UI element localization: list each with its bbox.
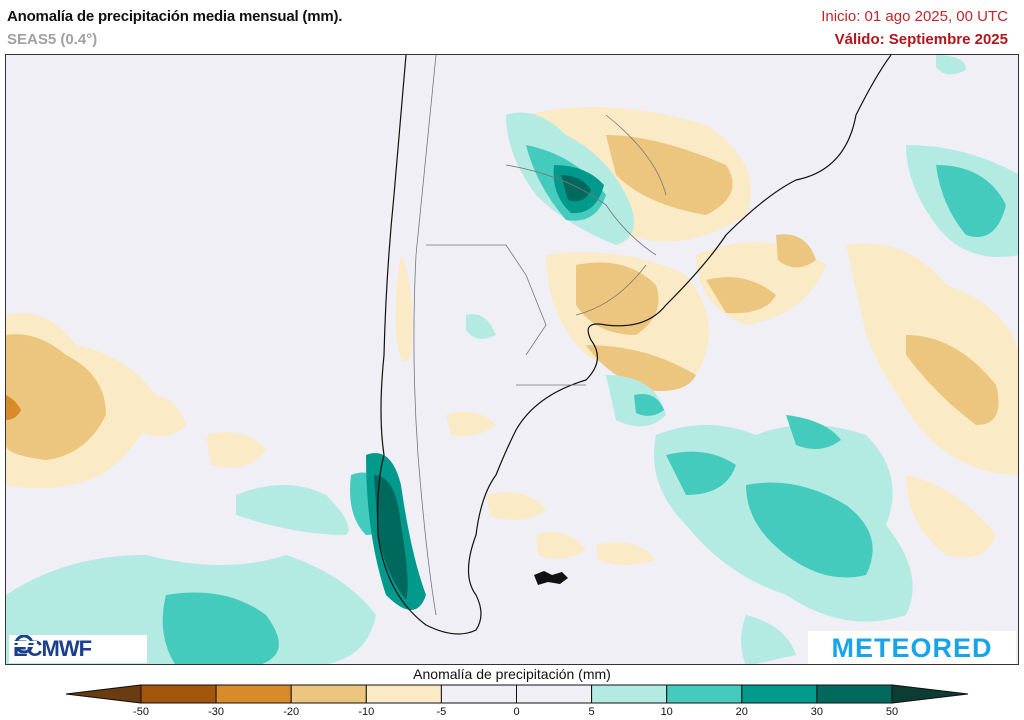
legend-tick-label: 10 (660, 706, 673, 718)
color-legend (65, 684, 969, 704)
ecmwf-waves-icon (11, 635, 37, 653)
legend-extend-high (891, 684, 969, 704)
country-borders (413, 55, 667, 616)
legend-extend-low (65, 684, 142, 704)
legend-swatch (215, 684, 292, 704)
legend-swatch (816, 684, 893, 704)
legend-tick-label: 20 (735, 706, 748, 718)
meteored-logo: METEORED (808, 631, 1016, 664)
legend-swatch (516, 684, 593, 704)
map-title: Anomalía de precipitación media mensual … (7, 8, 343, 25)
legend-tick-label: 50 (885, 706, 899, 718)
legend-tick-label: 30 (810, 706, 824, 718)
anomaly-wet-light (6, 55, 1018, 664)
model-subtitle: SEAS5 (0.4°) (7, 31, 98, 48)
meteored-logo-text: METEORED (831, 632, 993, 663)
legend-tick-label: -10 (358, 706, 375, 718)
anomaly-wet-very-strong (374, 175, 591, 600)
legend-swatch (666, 684, 743, 704)
legend-title: Anomalía de precipitación (mm) (413, 666, 611, 682)
map-canvas (6, 55, 1018, 664)
ecmwf-logo-text: ECMWF (13, 636, 92, 661)
legend-swatch (290, 684, 367, 704)
init-date: Inicio: 01 ago 2025, 00 UTC (821, 8, 1008, 25)
legend-tick-label: -5 (436, 706, 447, 718)
legend-swatch (365, 684, 442, 704)
legend-tick-label: -20 (283, 706, 300, 718)
ecmwf-logo: ECMWF (9, 635, 147, 663)
legend-swatch (741, 684, 818, 704)
anomaly-dry-strong (6, 395, 21, 420)
valid-period: Válido: Septiembre 2025 (834, 31, 1008, 48)
anomaly-dry-moderate (6, 135, 999, 460)
legend-swatch (140, 684, 217, 704)
legend-swatch (591, 684, 668, 704)
falkland-islands (534, 571, 568, 585)
legend-tick-label: 5 (588, 706, 595, 718)
precipitation-anomaly-map: ECMWF METEORED (5, 54, 1019, 665)
legend-swatch (440, 684, 517, 704)
legend-tick-label: -50 (133, 706, 149, 718)
legend-tick-label: -30 (208, 706, 225, 718)
south-america-coastline (377, 55, 892, 635)
legend-tick-label: 0 (513, 706, 520, 718)
